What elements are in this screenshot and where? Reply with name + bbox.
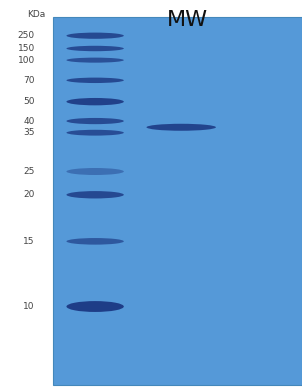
Ellipse shape xyxy=(66,33,124,39)
Ellipse shape xyxy=(66,78,124,83)
Text: 100: 100 xyxy=(18,55,35,65)
Text: 150: 150 xyxy=(18,44,35,53)
Text: 40: 40 xyxy=(23,116,35,126)
Text: 15: 15 xyxy=(23,237,35,246)
Bar xyxy=(53,17,302,385)
Text: MW: MW xyxy=(167,10,208,30)
Ellipse shape xyxy=(66,301,124,312)
Ellipse shape xyxy=(66,98,124,105)
Ellipse shape xyxy=(66,118,124,124)
Text: 250: 250 xyxy=(18,31,35,40)
Ellipse shape xyxy=(66,168,124,175)
Text: KDa: KDa xyxy=(27,10,45,19)
Text: 50: 50 xyxy=(23,97,35,106)
Ellipse shape xyxy=(66,238,124,245)
Ellipse shape xyxy=(146,124,216,131)
Text: 35: 35 xyxy=(23,128,35,137)
Ellipse shape xyxy=(66,191,124,199)
Ellipse shape xyxy=(66,57,124,62)
Ellipse shape xyxy=(66,130,124,136)
Ellipse shape xyxy=(66,46,124,51)
Text: 10: 10 xyxy=(23,302,35,311)
Text: 20: 20 xyxy=(23,190,35,199)
Text: 25: 25 xyxy=(23,167,35,176)
Text: 70: 70 xyxy=(23,76,35,85)
